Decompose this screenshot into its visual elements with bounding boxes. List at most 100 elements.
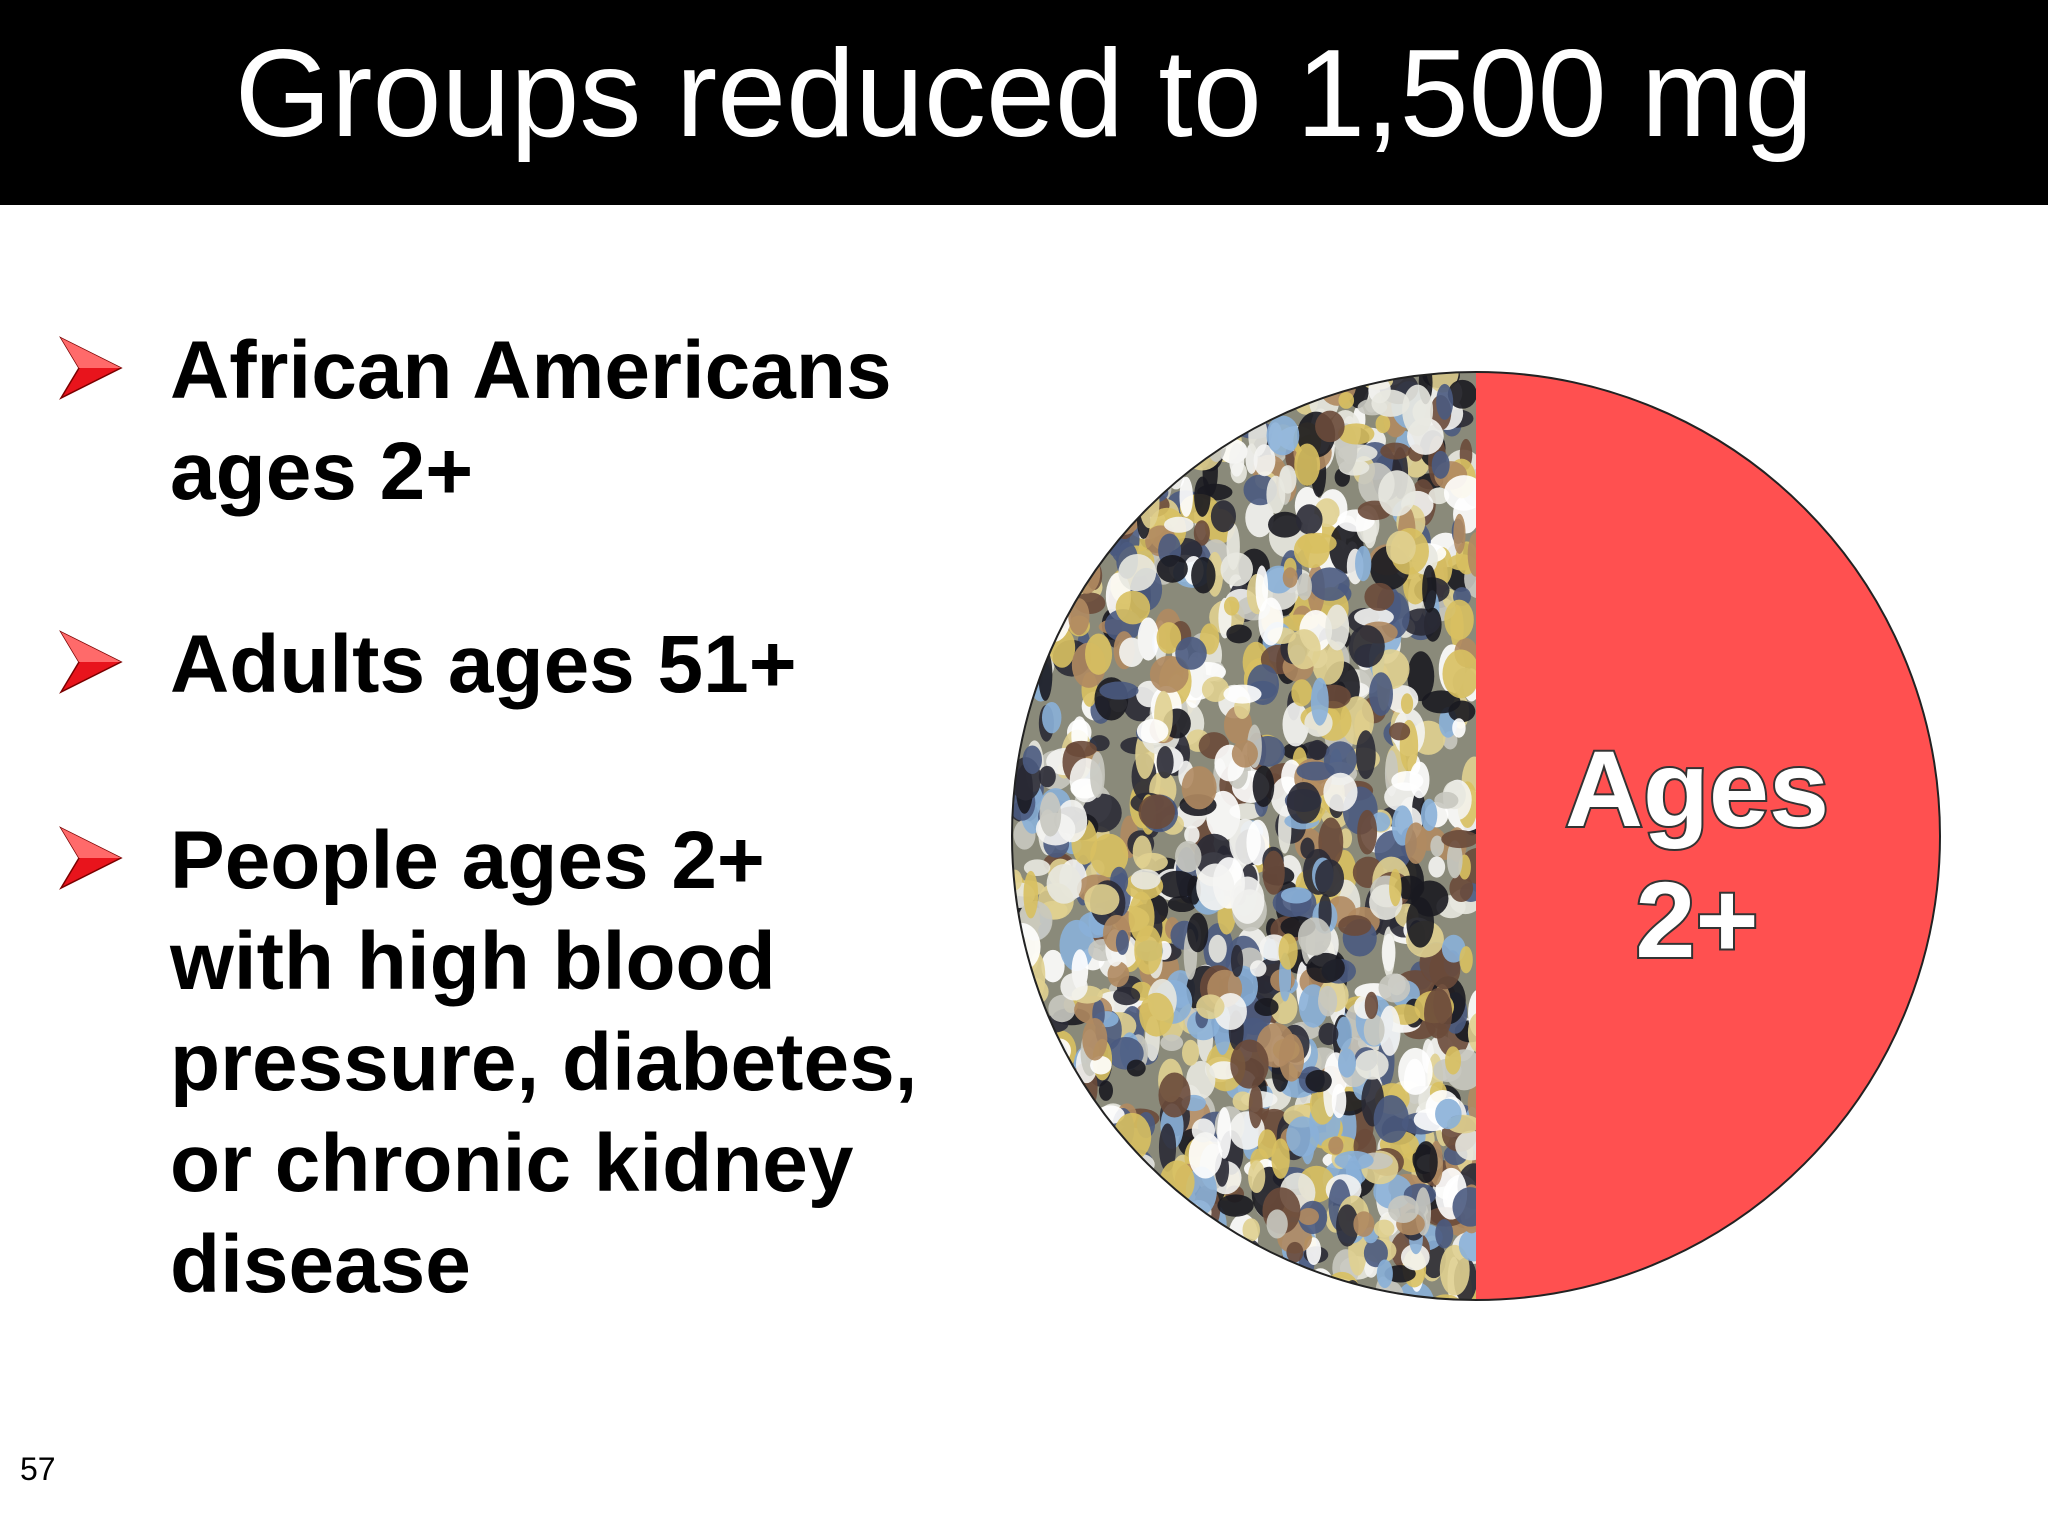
crowd-blob	[1229, 442, 1245, 477]
crowd-blob	[1235, 389, 1253, 417]
crowd-blob	[1158, 1072, 1191, 1118]
crowd-blob	[1424, 988, 1453, 1039]
crowd-blob	[1142, 1194, 1173, 1241]
crowd-blob	[1223, 596, 1240, 616]
crowd-blob	[1189, 427, 1216, 458]
crowd-blob	[1231, 739, 1258, 768]
crowd-blob	[1414, 1141, 1438, 1184]
crowd-blob	[1196, 372, 1211, 397]
crowd-blob	[1107, 961, 1130, 987]
crowd-blob	[1047, 460, 1061, 498]
crowd-blob	[1049, 1067, 1075, 1117]
crowd-blob	[1126, 1262, 1148, 1299]
crowd-blob	[1271, 1138, 1290, 1179]
crowd-blob	[1174, 840, 1202, 873]
crowd-blob	[1459, 946, 1473, 974]
crowd-blob	[1156, 1258, 1196, 1300]
crowd-blob	[1134, 1188, 1174, 1239]
crowd-blob	[1028, 1073, 1051, 1097]
crowd-blob	[1278, 1033, 1305, 1082]
crowd-blob	[1036, 592, 1071, 643]
crowd-blob	[1436, 383, 1454, 420]
crowd-blob	[1136, 1168, 1159, 1206]
crowd-blob	[1012, 1109, 1037, 1151]
crowd-blob	[1286, 781, 1321, 824]
crowd-blob	[1223, 1271, 1254, 1300]
crowd-blob	[1012, 1130, 1052, 1170]
crowd-blob	[1297, 573, 1312, 601]
crowd-blob	[1012, 408, 1029, 450]
crowd-blob	[1394, 875, 1425, 900]
crowd-blob	[1282, 567, 1298, 588]
pie-label: Ages	[1565, 728, 1829, 849]
crowd-blob	[1371, 389, 1410, 417]
crowd-blob	[1220, 388, 1250, 420]
crowd-blob	[1143, 392, 1170, 443]
crowd-blob	[1043, 481, 1083, 499]
crowd-blob	[1253, 444, 1276, 477]
crowd-blob	[1389, 868, 1402, 907]
crowd-blob	[1012, 372, 1034, 418]
crowd-blob	[1338, 423, 1375, 445]
crowd-blob	[1012, 1243, 1025, 1295]
crowd-blob	[1232, 372, 1265, 381]
crowd-blob	[1122, 1292, 1145, 1300]
crowd-blob	[1189, 378, 1216, 416]
crowd-blob	[1053, 445, 1070, 468]
crowd-blob	[1012, 548, 1049, 577]
crowd-blob	[1106, 495, 1142, 535]
crowd-blob	[1336, 1204, 1359, 1247]
crowd-blob	[1045, 1130, 1078, 1154]
crowd-blob	[1266, 1209, 1288, 1239]
crowd-blob	[1115, 1285, 1155, 1300]
crowd-blob	[1378, 973, 1411, 1003]
crowd-blob	[1012, 1111, 1036, 1137]
crowd-blob	[1174, 373, 1208, 421]
bullet-text: or chronic kidney	[170, 1118, 854, 1209]
crowd-blob	[1055, 466, 1070, 505]
crowd-blob	[1135, 1231, 1162, 1269]
crowd-blob	[1441, 934, 1466, 963]
crowd-blob	[1248, 1160, 1266, 1194]
crowd-blob	[1300, 837, 1315, 859]
crowd-blob	[1017, 522, 1045, 564]
crowd-blob	[1012, 1039, 1027, 1091]
crowd-blob	[1107, 1234, 1141, 1257]
crowd-blob	[1012, 1297, 1039, 1300]
crowd-blob	[1452, 1187, 1476, 1227]
crowd-blob	[1030, 603, 1053, 636]
crowd-blob	[1230, 876, 1265, 924]
header-bar	[0, 0, 2048, 205]
crowd-blob	[1038, 765, 1056, 788]
crowd-blob	[1210, 1280, 1245, 1300]
crowd-blob	[1430, 1294, 1461, 1300]
crowd-blob	[1187, 912, 1209, 953]
crowd-blob	[1226, 624, 1252, 644]
bullet-text: African Americans	[170, 325, 892, 416]
crowd-blob	[1105, 1174, 1132, 1219]
crowd-blob	[1217, 1194, 1254, 1217]
crowd-blob	[1038, 414, 1066, 436]
crowd-blob	[1444, 599, 1474, 640]
crowd-blob	[1065, 419, 1085, 448]
crowd-blob	[1254, 997, 1279, 1017]
crowd-blob	[1334, 1150, 1374, 1170]
crowd-blob	[1448, 700, 1476, 723]
crowd-blob	[1266, 415, 1300, 456]
crowd-blob	[1363, 1238, 1388, 1268]
crowd-blob	[1453, 513, 1466, 554]
crowd-blob	[1016, 438, 1032, 456]
crowd-blob	[1056, 396, 1094, 418]
crowd-blob	[1039, 401, 1061, 425]
crowd-blob	[1157, 870, 1197, 899]
crowd-blob	[1286, 1241, 1304, 1263]
crowd-blob	[1131, 439, 1163, 483]
crowd-blob	[1385, 530, 1416, 565]
crowd-blob	[1210, 500, 1236, 533]
crowd-blob	[1446, 840, 1463, 879]
crowd-blob	[1318, 1022, 1339, 1046]
crowd-blob	[1086, 398, 1110, 423]
crowd-blob	[1380, 442, 1411, 460]
crowd-blob	[1310, 677, 1329, 726]
